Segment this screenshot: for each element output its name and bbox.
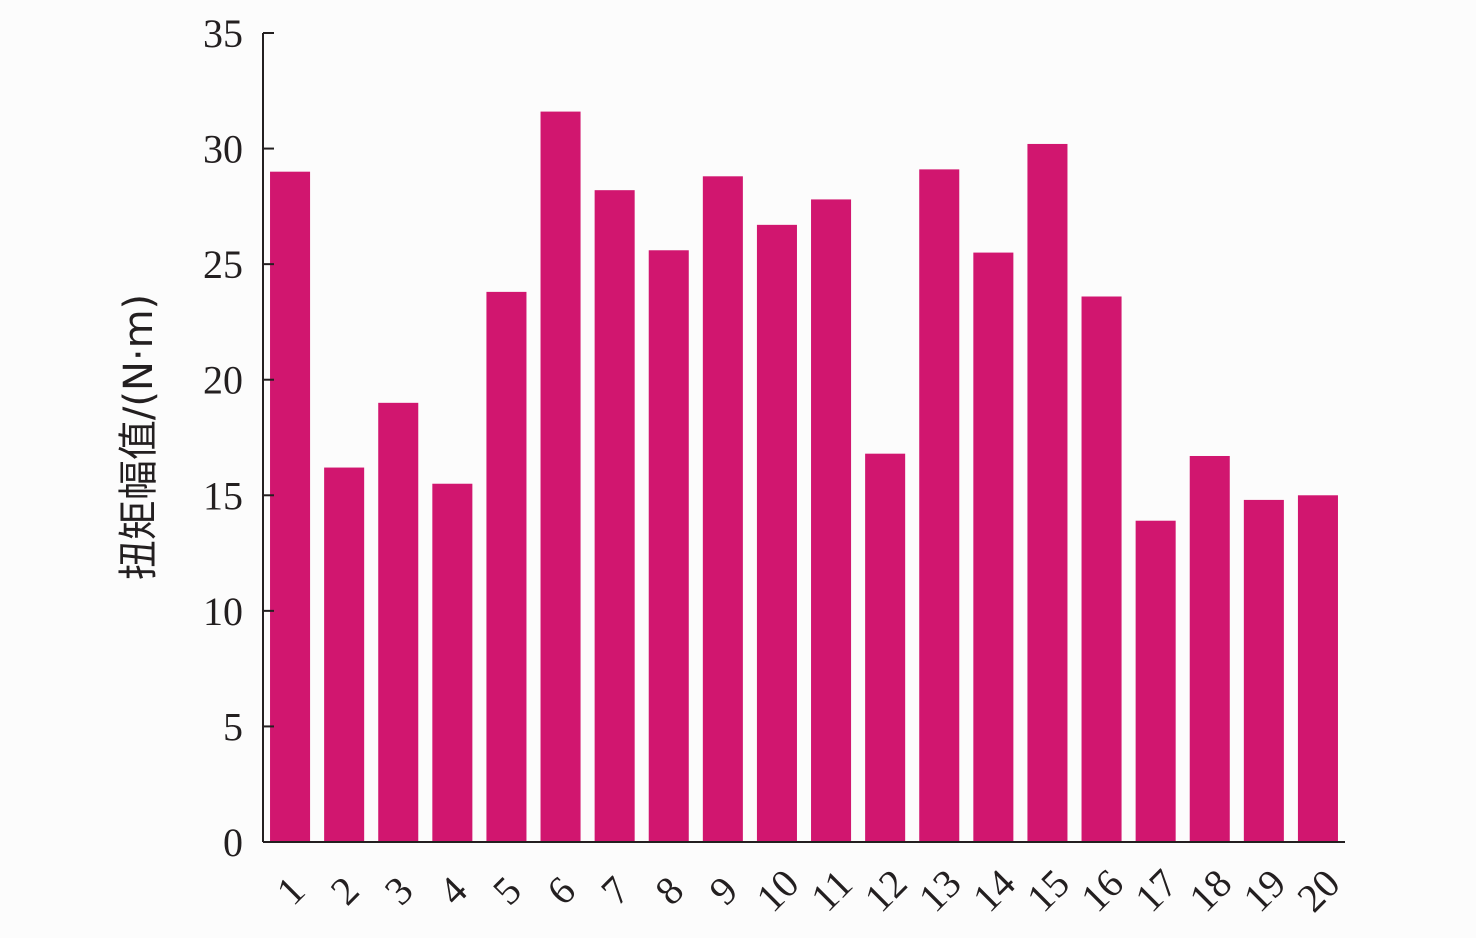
x-tick-label: 3 <box>376 867 422 913</box>
y-axis-label: 扭矩幅值/(N·m) <box>116 294 162 580</box>
bar-17 <box>1135 520 1176 842</box>
y-tick-label: 5 <box>223 704 243 749</box>
bar-12 <box>865 453 906 842</box>
bar-18 <box>1189 455 1230 842</box>
x-tick-label: 10 <box>747 860 807 920</box>
y-ticks-group: 0 5 10 15 20 25 30 35 <box>203 11 274 865</box>
bar-14 <box>973 252 1014 843</box>
x-tick-label: 19 <box>1234 860 1294 920</box>
bar-15 <box>1027 143 1068 842</box>
x-tick-label: 1 <box>268 867 314 913</box>
bars-group <box>270 111 1338 843</box>
x-tick-label: 2 <box>322 867 368 913</box>
bar-11 <box>811 199 852 842</box>
bar-9 <box>702 176 743 842</box>
x-tick-label: 4 <box>430 867 476 913</box>
x-tick-label: 13 <box>910 860 970 920</box>
x-tick-label: 15 <box>1018 860 1078 920</box>
x-tick-label: 9 <box>700 867 746 913</box>
y-tick-label: 35 <box>203 11 243 56</box>
bar-1 <box>270 171 311 842</box>
x-tick-label: 12 <box>856 860 916 920</box>
bar-20 <box>1297 495 1338 842</box>
x-tick-label: 18 <box>1180 860 1240 920</box>
bar-4 <box>432 483 473 842</box>
y-tick-label: 15 <box>203 473 243 518</box>
bar-3 <box>378 402 419 842</box>
x-tick-label: 7 <box>592 867 638 913</box>
bar-19 <box>1243 499 1284 842</box>
bar-10 <box>756 224 797 842</box>
y-tick-label: 30 <box>203 127 243 172</box>
bar-2 <box>324 467 365 842</box>
bar-13 <box>919 169 960 843</box>
x-tick-label: 6 <box>538 867 584 913</box>
bar-16 <box>1081 296 1122 842</box>
bar-7 <box>594 190 635 843</box>
x-tick-label: 11 <box>802 861 861 920</box>
y-tick-label: 25 <box>203 242 243 287</box>
x-tick-label: 8 <box>646 867 692 913</box>
y-tick-label: 20 <box>203 358 243 403</box>
x-tick-label: 17 <box>1126 860 1186 920</box>
bar-5 <box>486 291 527 842</box>
bar-6 <box>540 111 581 843</box>
x-tick-label: 20 <box>1288 860 1348 920</box>
x-tick-label: 16 <box>1072 860 1132 920</box>
y-tick-label: 10 <box>203 589 243 634</box>
y-tick-label: 0 <box>223 820 243 865</box>
bar-8 <box>648 250 689 842</box>
x-tick-label: 14 <box>964 860 1024 920</box>
x-tick-label: 5 <box>484 867 530 913</box>
